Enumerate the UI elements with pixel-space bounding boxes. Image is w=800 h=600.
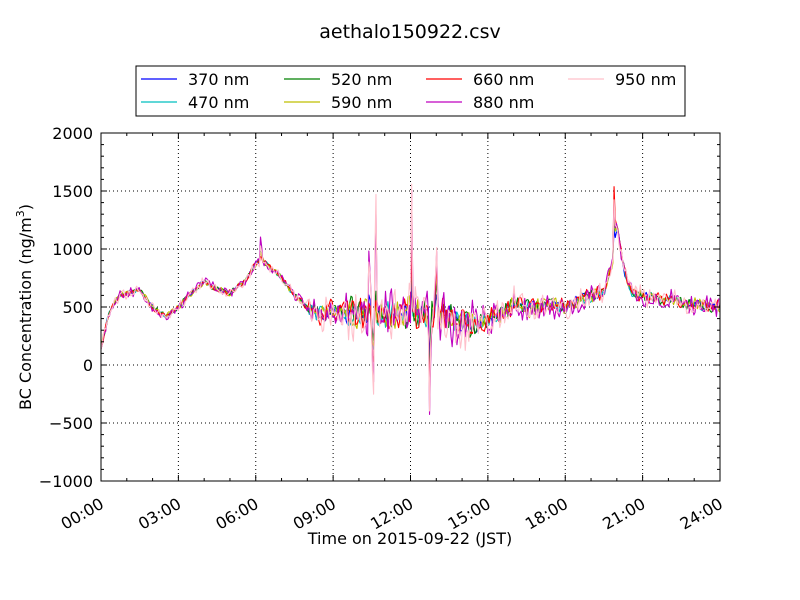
- series-line: [101, 183, 720, 412]
- legend-label: 660 nm: [473, 70, 534, 89]
- y-tick-label: 1000: [52, 240, 93, 259]
- legend: 370 nm 470 nm 520 nm 590 nm 660 nm 880 nm 950 …: [135, 65, 686, 117]
- x-axis-title: Time on 2015-09-22 (JST): [307, 529, 512, 548]
- y-tick-label: 1500: [52, 182, 93, 201]
- y-axis-title-main: BC Concentration (ng/m: [16, 217, 35, 410]
- y-tick-label: 500: [62, 298, 93, 317]
- y-tick-label: −1000: [39, 472, 93, 491]
- y-tick-label: −500: [49, 414, 93, 433]
- y-tick-label: 2000: [52, 124, 93, 143]
- legend-label: 520 nm: [331, 70, 392, 89]
- y-axis-title: BC Concentration (ng/m3): [14, 204, 35, 410]
- series-lines: [101, 183, 720, 415]
- chart-title: aethalo150922.csv: [319, 21, 501, 43]
- legend-label: 370 nm: [188, 70, 249, 89]
- legend-label: 950 nm: [615, 70, 676, 89]
- y-tick-label: 0: [83, 356, 93, 375]
- legend-box: [135, 65, 686, 117]
- series-line: [101, 189, 720, 415]
- legend-label: 470 nm: [188, 93, 249, 112]
- legend-label: 880 nm: [473, 93, 534, 112]
- y-axis-title-end: ): [16, 204, 35, 210]
- legend-label: 590 nm: [331, 93, 392, 112]
- y-axis-title-sup: 3: [14, 210, 27, 217]
